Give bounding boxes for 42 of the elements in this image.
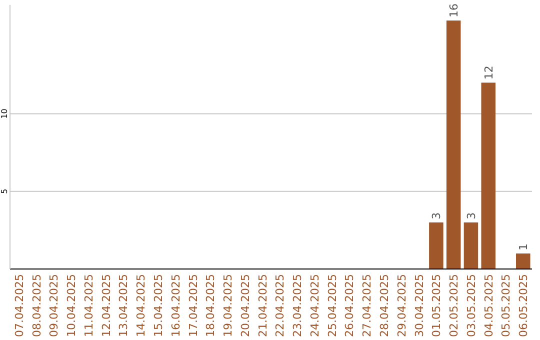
x-tick-label: 07.04.2025	[12, 274, 26, 337]
x-tick-label: 02.05.2025	[448, 274, 461, 337]
x-tick-label: 20.04.2025	[238, 274, 252, 337]
x-tick-label: 23.04.2025	[291, 274, 304, 337]
x-tick-label: 28.04.2025	[378, 274, 392, 337]
x-tick-label: 10.04.2025	[65, 274, 78, 337]
x-tick-label: 18.04.2025	[204, 274, 218, 337]
x-tick-label: 06.05.2025	[517, 274, 530, 337]
x-tick-label: 17.04.2025	[186, 274, 200, 337]
x-tick-label: 04.05.2025	[482, 274, 496, 337]
bar	[464, 222, 478, 269]
x-tick-label: 16.04.2025	[169, 274, 182, 337]
data-label: 1	[517, 243, 530, 250]
x-tick-label: 13.04.2025	[117, 274, 130, 337]
x-tick-label: 30.04.2025	[412, 274, 426, 337]
x-tick-label: 27.04.2025	[360, 274, 374, 337]
bar	[429, 222, 444, 269]
x-tick-label: 05.05.2025	[500, 274, 513, 337]
x-tick-label: 15.04.2025	[152, 274, 165, 337]
bar	[481, 82, 496, 269]
y-tick-label: 10	[0, 108, 9, 119]
data-label: 12	[482, 66, 496, 80]
x-tick-label: 29.04.2025	[395, 274, 408, 337]
x-tick-label: 12.04.2025	[100, 274, 113, 337]
x-tick-label: 14.04.2025	[134, 274, 148, 337]
data-label: 16	[448, 4, 461, 18]
x-tick-label: 26.04.2025	[343, 274, 356, 337]
x-tick-label: 08.04.2025	[30, 274, 44, 337]
x-tick-label: 22.04.2025	[274, 274, 287, 337]
x-tick-label: 03.05.2025	[464, 274, 478, 337]
x-tick-label: 19.04.2025	[222, 274, 235, 337]
x-tick-label: 11.04.2025	[82, 274, 96, 337]
x-tick-label: 01.05.2025	[430, 274, 444, 337]
x-tick-label: 21.04.2025	[256, 274, 270, 337]
x-tick-label: 25.04.2025	[326, 274, 339, 337]
x-tick-label: 09.04.2025	[48, 274, 61, 337]
bar	[446, 20, 461, 269]
bar	[516, 253, 530, 269]
data-label: 3	[464, 212, 478, 220]
y-tick-label: 5	[0, 188, 9, 194]
data-label: 3	[430, 212, 444, 220]
x-tick-label: 24.04.2025	[308, 274, 322, 337]
